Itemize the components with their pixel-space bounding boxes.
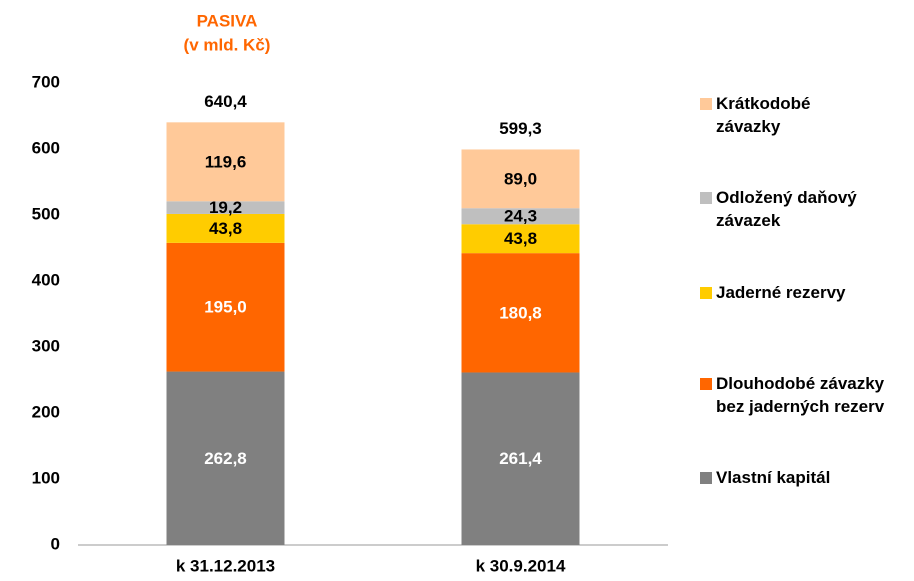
- value-label: 89,0: [504, 169, 537, 188]
- bar-segment: [461, 372, 580, 545]
- total-label: 599,3: [499, 119, 542, 138]
- y-tick-label: 0: [51, 534, 60, 553]
- value-label: 19,2: [209, 198, 242, 217]
- legend-swatch: [700, 192, 712, 204]
- total-label: 640,4: [204, 92, 247, 111]
- value-label: 261,4: [499, 449, 542, 468]
- y-tick-label: 400: [32, 270, 60, 289]
- legend-label: Dlouhodobé závazky bez jaderných rezerv: [716, 374, 885, 416]
- value-label: 43,8: [209, 219, 242, 238]
- value-label: 262,8: [204, 449, 247, 468]
- x-tick-label: k 31.12.2013: [176, 556, 275, 575]
- legend-swatch: [700, 287, 712, 299]
- bar-segment: [461, 253, 580, 373]
- legend-swatch: [700, 472, 712, 484]
- y-tick-label: 600: [32, 138, 60, 157]
- chart-subtitle: (v mld. Kč): [184, 35, 271, 54]
- y-tick-label: 700: [32, 72, 60, 91]
- y-tick-label: 200: [32, 402, 60, 421]
- legend-label: Vlastní kapitál: [716, 468, 831, 487]
- y-tick-label: 100: [32, 468, 60, 487]
- legend-swatch: [700, 378, 712, 390]
- bar-segment: [166, 371, 285, 545]
- bar-segment: [461, 208, 580, 225]
- legend-label: Odložený daňový závazek: [716, 188, 857, 230]
- bar-segment: [166, 242, 285, 372]
- y-tick-label: 500: [32, 204, 60, 223]
- x-tick-label: k 30.9.2014: [476, 556, 566, 575]
- y-tick-label: 300: [32, 336, 60, 355]
- bar-segment: [166, 201, 285, 214]
- legend-swatch: [700, 98, 712, 110]
- value-label: 43,8: [504, 229, 537, 248]
- value-label: 180,8: [499, 303, 542, 322]
- legend-label: Jaderné rezervy: [716, 283, 846, 302]
- bar-segment: [461, 224, 580, 254]
- value-label: 195,0: [204, 298, 247, 317]
- bar-segment: [166, 122, 285, 202]
- bar-segment: [166, 213, 285, 243]
- chart-title: PASIVA: [197, 11, 258, 30]
- value-label: 119,6: [205, 152, 247, 171]
- bar-segment: [461, 149, 580, 209]
- value-label: 24,3: [504, 207, 537, 226]
- legend-label: Krátkodobé závazky: [716, 94, 811, 136]
